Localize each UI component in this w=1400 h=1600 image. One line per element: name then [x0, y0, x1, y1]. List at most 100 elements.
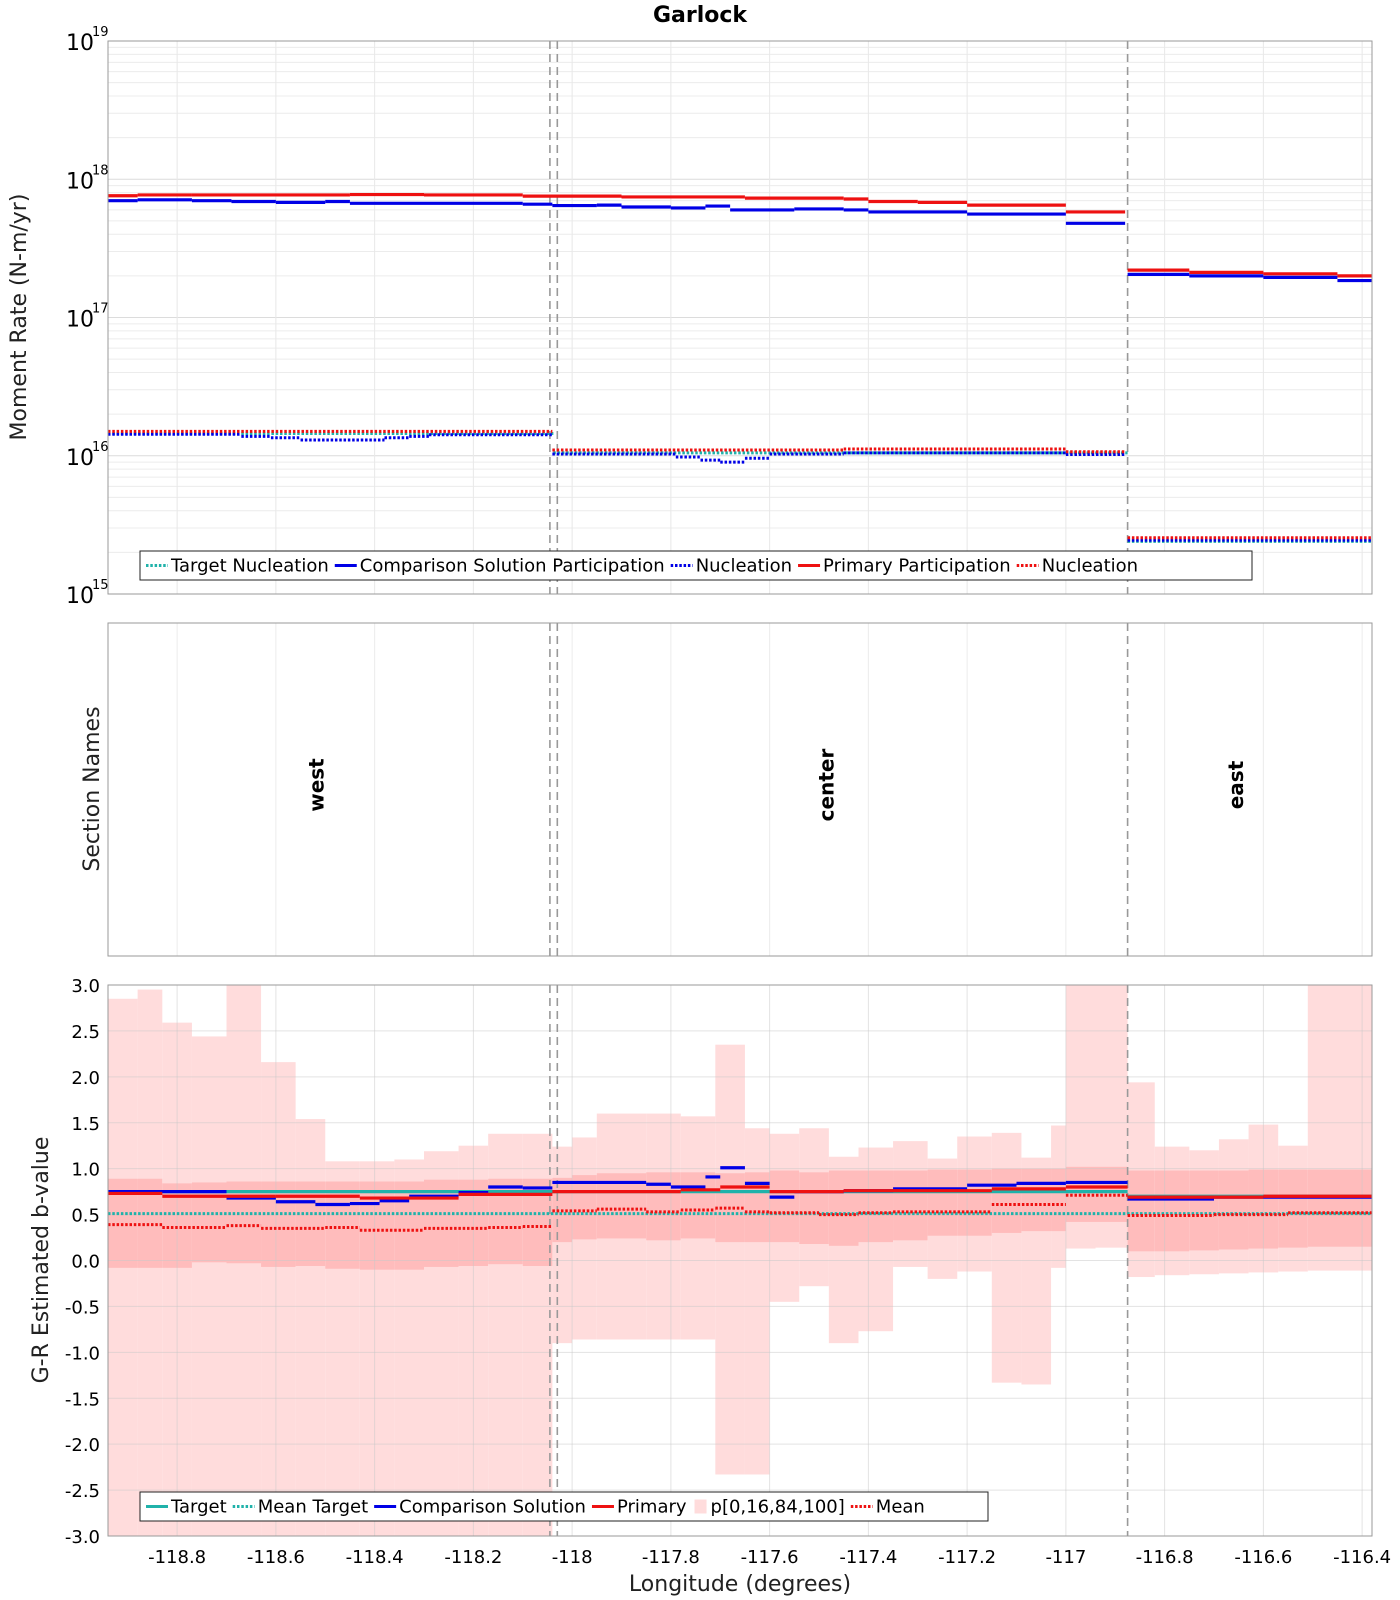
- b-value-legend-swatch: [694, 1499, 707, 1514]
- x-axis-tick-label: -117.2: [938, 1547, 996, 1568]
- b-value-band-inner: [680, 1172, 716, 1239]
- section-names-boundaries: [549, 623, 1129, 956]
- moment-rate-legend-box: [139, 550, 1253, 581]
- b-value-band-inner: [424, 1179, 459, 1267]
- moment-rate-series: [108, 192, 1372, 543]
- b-value-band-outer: [191, 1036, 227, 1536]
- moment-rate-y-tick-base: 10: [66, 308, 94, 333]
- b-value-band-inner: [1307, 1169, 1372, 1247]
- b-value-y-tick-label: -2.0: [65, 1435, 100, 1456]
- b-value-panel: 3.0 2.5 2.0 1.5 1.0 0.5 0.0 -0.5 -1.0 -1.5 -2.0 -2.…: [29, 976, 1373, 1548]
- b-value-y-label: G-R Estimated b-value: [29, 1137, 54, 1384]
- section-names-y-label: Section Names: [80, 706, 105, 871]
- b-value-band-inner: [828, 1170, 859, 1246]
- b-value-y-tick-label: -0.5: [65, 1297, 100, 1318]
- b-value-band-inner: [261, 1181, 296, 1267]
- moment-rate-y-tick-base: 10: [66, 584, 94, 609]
- b-value-band-inner: [1189, 1170, 1219, 1251]
- moment-rate-section-boundaries: [549, 41, 1129, 594]
- b-value-legend-box: [139, 1491, 989, 1522]
- b-value-legend-label: Mean Target: [258, 1497, 368, 1518]
- b-value-band-inner: [1154, 1170, 1190, 1252]
- x-axis-tick-label: -116.4: [1333, 1547, 1391, 1568]
- b-value-plot-frame: [107, 984, 1373, 1537]
- section-names-plot-frame: [107, 622, 1373, 957]
- x-axis-tick-label: -117.4: [839, 1547, 897, 1568]
- b-value-legend-label: Target: [170, 1497, 227, 1518]
- b-value-y-ticks: 3.0 2.5 2.0 1.5 1.0 0.5 0.0 -0.5 -1.0 -1.5 -2.0 -2.…: [65, 976, 100, 1548]
- moment-rate-plot-frame: [107, 40, 1373, 595]
- b-value-series-primary: [108, 1185, 1372, 1200]
- x-axis-tick-label: -117.6: [741, 1547, 799, 1568]
- b-value-band-inner: [1278, 1169, 1308, 1248]
- moment-rate-y-tick-base: 10: [66, 169, 94, 194]
- section-name-center: center: [814, 749, 838, 822]
- moment-rate-series-primary-participation: [108, 192, 1372, 278]
- moment-rate-y-tick-exponent: 19: [92, 25, 109, 40]
- b-value-band-inner: [1127, 1170, 1155, 1252]
- b-value-y-tick-label: 1.0: [71, 1160, 100, 1181]
- moment-rate-y-tick-base: 10: [66, 31, 94, 56]
- moment-rate-legend-label: Nucleation: [1042, 556, 1138, 577]
- moment-rate-series-primary-nucleation: [108, 429, 1372, 540]
- x-axis-tick-label: -116.6: [1234, 1547, 1292, 1568]
- moment-rate-y-tick-exponent: 17: [92, 302, 109, 317]
- x-axis-tick-label: -118: [552, 1547, 593, 1568]
- b-value-band-inner: [191, 1182, 227, 1263]
- x-axis-tick-labels: -118.8 -118.6 -118.4 -118.2 -118 -117.8 -117.6…: [148, 1547, 1391, 1568]
- b-value-y-tick-label: 0.0: [71, 1252, 100, 1273]
- b-value-y-tick-label: 2.0: [71, 1068, 100, 1089]
- b-value-y-tick-label: 2.5: [71, 1022, 100, 1043]
- b-value-y-tick-label: -1.0: [65, 1343, 100, 1364]
- b-value-y-tick-label: 3.0: [71, 976, 100, 997]
- section-names-panel: west center east Section Names: [80, 622, 1373, 957]
- moment-rate-series-comparison-solution-participation: [108, 198, 1372, 283]
- b-value-grid: [108, 984, 1372, 1537]
- x-axis-tick-label: -118.6: [247, 1547, 305, 1568]
- x-axis-label: Longitude (degrees): [629, 1572, 851, 1597]
- moment-rate-y-label: Moment Rate (N-m/yr): [7, 194, 32, 441]
- b-value-band-inner: [295, 1181, 326, 1267]
- b-value-band-inner: [799, 1172, 829, 1244]
- b-value-band-inner: [359, 1181, 395, 1270]
- moment-rate-y-tick-exponent: 18: [92, 163, 109, 178]
- moment-rate-series-comparison-solution-nucleation: [108, 432, 1372, 542]
- x-axis-tick-label: -117: [1045, 1547, 1086, 1568]
- moment-rate-legend-label: Target Nucleation: [170, 556, 329, 577]
- moment-rate-y-tick-exponent: 15: [92, 578, 109, 593]
- chart-title: Garlock: [653, 3, 748, 28]
- b-value-band-inner: [1051, 1168, 1066, 1232]
- b-value-legend-label: Comparison Solution: [399, 1497, 586, 1518]
- x-axis-tick-label: -118.4: [346, 1547, 404, 1568]
- b-value-y-tick-label: -2.5: [65, 1481, 100, 1502]
- b-value-band-inner: [226, 1181, 262, 1264]
- b-value-band-inner: [957, 1169, 992, 1236]
- moment-rate-legend-label: Comparison Solution Participation: [360, 556, 665, 577]
- b-value-band-inner: [1218, 1170, 1249, 1250]
- b-value-band-inner: [1021, 1168, 1052, 1232]
- b-value-series: [108, 1166, 1372, 1232]
- b-value-legend-label: Primary: [617, 1497, 687, 1518]
- section-name-west: west: [305, 758, 329, 812]
- x-axis-tick-label: -118.8: [148, 1547, 206, 1568]
- b-value-band-inner: [572, 1175, 597, 1240]
- b-value-band-inner: [991, 1168, 1022, 1233]
- b-value-legend-label: p[0,16,84,100]: [711, 1497, 845, 1518]
- section-names-labels: west center east: [305, 749, 1248, 822]
- b-value-band-inner: [927, 1169, 958, 1236]
- moment-rate-legend: Target Nucleation Comparison Solution Par…: [139, 550, 1253, 581]
- section-name-east: east: [1224, 760, 1248, 809]
- b-value-y-tick-label: -3.0: [65, 1527, 100, 1548]
- b-value-legend-label: Mean: [876, 1497, 925, 1518]
- moment-rate-y-tick-exponent: 16: [92, 440, 109, 455]
- b-value-y-tick-label: 0.5: [71, 1206, 100, 1227]
- b-value-band-outer: [261, 1062, 296, 1536]
- moment-rate-legend-label: Primary Participation: [823, 556, 1011, 577]
- x-axis-tick-label: -116.8: [1136, 1547, 1194, 1568]
- b-value-band-inner: [325, 1181, 360, 1269]
- x-axis-tick-label: -118.2: [444, 1547, 502, 1568]
- b-value-band-outer: [552, 1146, 573, 1344]
- b-value-legend: Target Mean Target Comparison Solution Prim…: [139, 1491, 989, 1522]
